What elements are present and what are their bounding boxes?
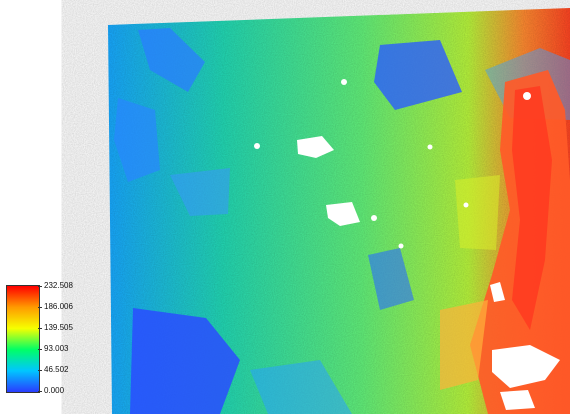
- legend-tick: [38, 328, 42, 329]
- low-value-regions: [114, 28, 570, 414]
- legend-label-max: 232.508: [44, 281, 73, 290]
- legend-label: 139.505: [44, 323, 73, 332]
- high-value-ridge: [440, 70, 570, 414]
- legend-label: 46.502: [44, 365, 69, 374]
- nodata-holes: [254, 79, 560, 410]
- legend-tick: [38, 370, 42, 371]
- legend-tick: [38, 391, 42, 392]
- legend-tick: [38, 349, 42, 350]
- legend-label-min: 0.000: [44, 386, 65, 395]
- legend-tick: [38, 286, 42, 287]
- legend-color-bar: [6, 285, 40, 393]
- legend-label: 186.006: [44, 302, 73, 311]
- legend-label: 93.003: [44, 344, 69, 353]
- legend-tick: [38, 307, 42, 308]
